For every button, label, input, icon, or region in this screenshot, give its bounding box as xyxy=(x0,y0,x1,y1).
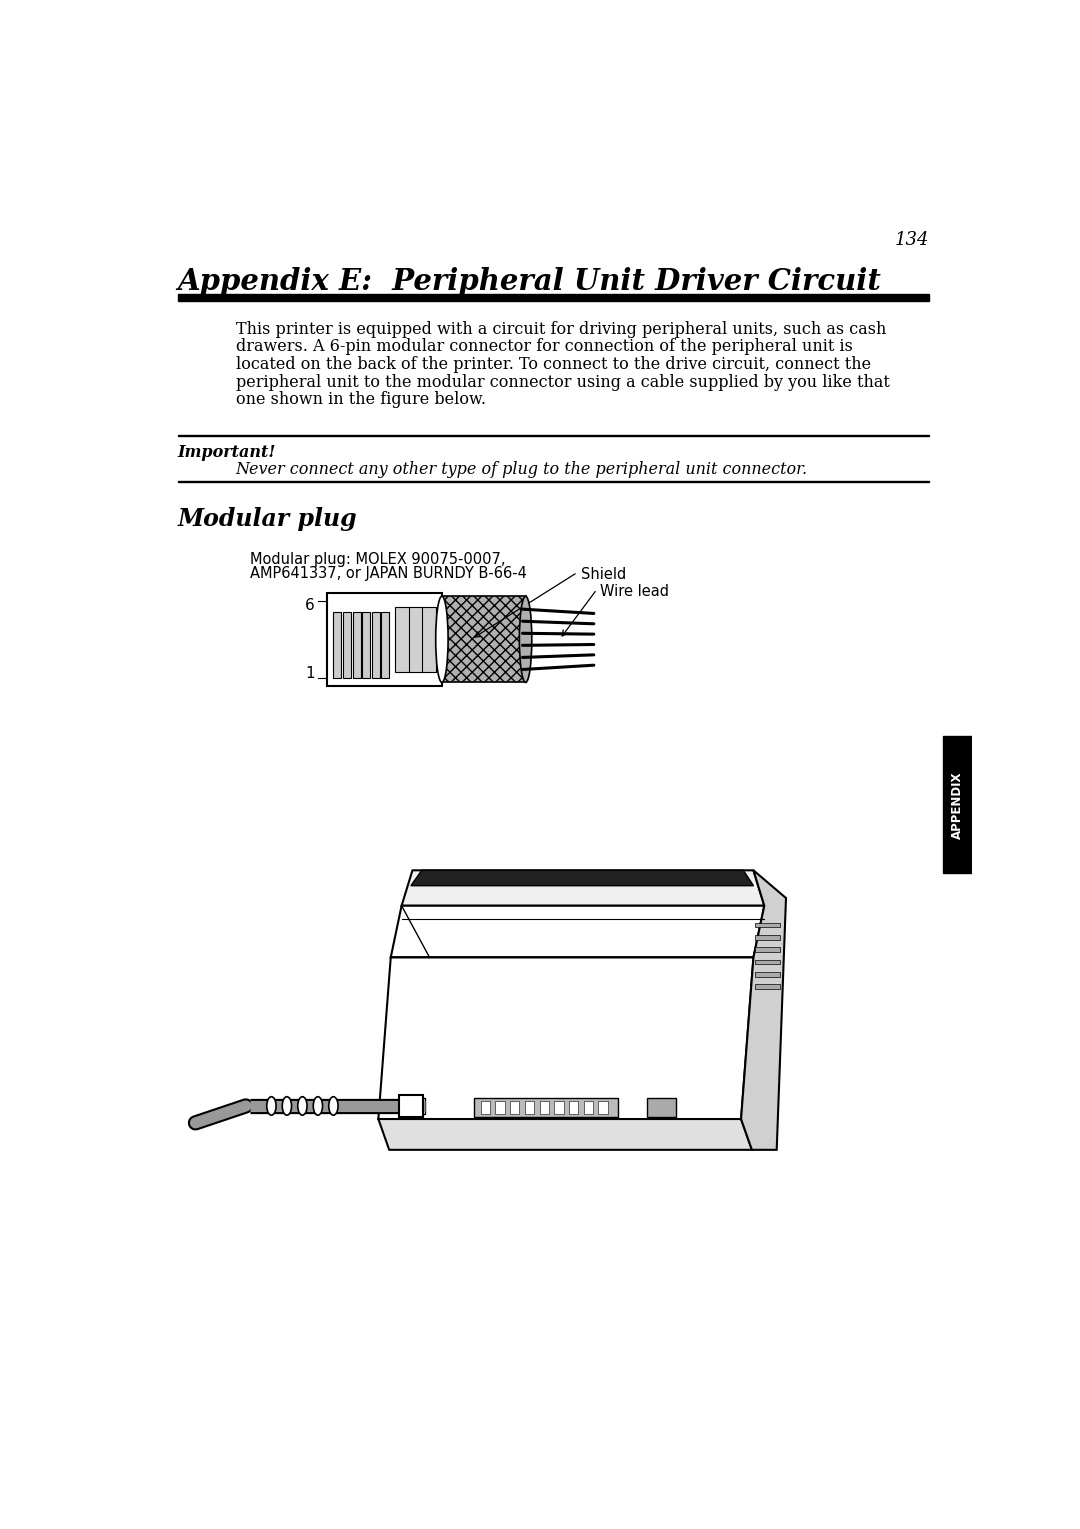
Text: AMP641337, or JAPAN BURNDY B-66-4: AMP641337, or JAPAN BURNDY B-66-4 xyxy=(249,566,527,581)
Text: Appendix E:  Peripheral Unit Driver Circuit: Appendix E: Peripheral Unit Driver Circu… xyxy=(177,266,881,295)
Text: Modular plug: Modular plug xyxy=(177,508,357,531)
Bar xyxy=(481,1101,490,1113)
Bar xyxy=(327,593,442,685)
Text: APPENDIX: APPENDIX xyxy=(950,771,963,838)
Bar xyxy=(569,1101,578,1113)
Bar xyxy=(755,936,780,940)
Bar xyxy=(943,737,972,873)
Bar xyxy=(442,596,526,682)
Bar xyxy=(474,1098,618,1116)
Text: 6: 6 xyxy=(305,598,314,613)
Bar xyxy=(343,612,351,677)
Bar xyxy=(598,1101,608,1113)
Ellipse shape xyxy=(267,1096,276,1115)
Bar xyxy=(381,612,389,677)
Ellipse shape xyxy=(298,1096,307,1115)
Ellipse shape xyxy=(328,1096,338,1115)
Bar xyxy=(405,1101,422,1110)
Text: peripheral unit to the modular connector using a cable supplied by you like that: peripheral unit to the modular connector… xyxy=(235,373,890,391)
Ellipse shape xyxy=(282,1096,292,1115)
Bar xyxy=(755,972,780,977)
Text: This printer is equipped with a circuit for driving peripheral units, such as ca: This printer is equipped with a circuit … xyxy=(235,321,886,338)
Bar xyxy=(510,1101,519,1113)
Bar xyxy=(395,607,435,671)
Bar xyxy=(647,1098,676,1116)
Text: Important!: Important! xyxy=(177,443,276,460)
Text: 1: 1 xyxy=(306,667,314,680)
Bar xyxy=(554,1101,564,1113)
Bar xyxy=(540,1101,549,1113)
Ellipse shape xyxy=(313,1096,323,1115)
Polygon shape xyxy=(402,870,765,905)
Polygon shape xyxy=(391,905,765,957)
Bar xyxy=(755,985,780,989)
Bar xyxy=(755,948,780,953)
Text: Wire lead: Wire lead xyxy=(600,584,669,599)
Text: 134: 134 xyxy=(895,231,930,249)
Text: located on the back of the printer. To connect to the drive circuit, connect the: located on the back of the printer. To c… xyxy=(235,356,870,373)
Bar xyxy=(177,295,930,301)
Bar xyxy=(372,612,380,677)
Bar xyxy=(755,960,780,965)
Bar xyxy=(362,612,370,677)
Polygon shape xyxy=(378,957,754,1119)
Ellipse shape xyxy=(519,596,531,682)
Bar xyxy=(525,1101,535,1113)
Text: one shown in the figure below.: one shown in the figure below. xyxy=(235,391,486,408)
Bar xyxy=(583,1101,593,1113)
Polygon shape xyxy=(410,870,754,885)
Bar xyxy=(755,922,780,927)
Bar xyxy=(496,1101,504,1113)
Text: drawers. A 6-pin modular connector for connection of the peripheral unit is: drawers. A 6-pin modular connector for c… xyxy=(235,338,852,355)
Bar xyxy=(352,612,361,677)
Text: Shield: Shield xyxy=(581,567,626,583)
Ellipse shape xyxy=(435,596,448,682)
Polygon shape xyxy=(741,870,786,1150)
Text: Modular plug: MOLEX 90075-0007,: Modular plug: MOLEX 90075-0007, xyxy=(249,552,505,567)
Bar xyxy=(334,612,341,677)
Bar xyxy=(402,1098,424,1113)
Bar xyxy=(399,1095,423,1116)
Polygon shape xyxy=(378,1119,752,1150)
Text: Never connect any other type of plug to the peripheral unit connector.: Never connect any other type of plug to … xyxy=(235,462,808,479)
